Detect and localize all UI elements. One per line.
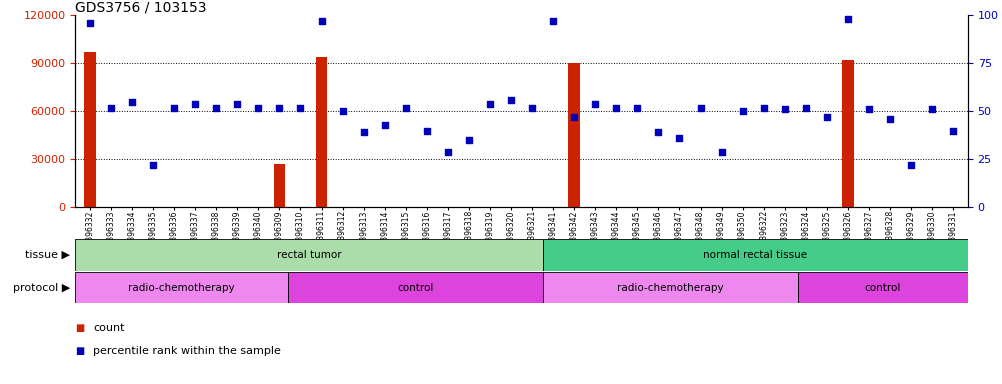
Point (208, 104, 224, 111)
Point (818, 114, 834, 120)
Point (881, 116, 897, 122)
Point (797, 104, 813, 111)
Point (250, 104, 267, 111)
Point (124, 99, 140, 105)
Point (145, 162, 161, 168)
Bar (842, 60, 853, 207)
Text: radio-chemotherapy: radio-chemotherapy (616, 283, 722, 293)
Point (229, 101, 245, 107)
Point (544, 18, 560, 24)
Text: protocol ▶: protocol ▶ (13, 283, 70, 293)
Point (335, 108, 351, 114)
Point (398, 104, 414, 111)
Point (649, 129, 665, 136)
Text: control: control (864, 283, 900, 293)
Point (670, 135, 686, 141)
Point (166, 104, 182, 111)
Bar (797, 272, 967, 303)
Point (293, 104, 309, 111)
Point (860, 106, 876, 113)
Point (565, 114, 581, 120)
Text: ■: ■ (75, 346, 84, 356)
Bar (288, 272, 542, 303)
Point (776, 106, 792, 113)
Point (461, 137, 477, 143)
Text: GDS3756 / 103153: GDS3756 / 103153 (75, 0, 206, 14)
Bar (542, 272, 797, 303)
Point (356, 129, 372, 136)
Point (755, 104, 771, 111)
Point (628, 104, 644, 111)
Bar (542, 239, 967, 271)
Point (712, 149, 728, 155)
Bar (274, 164, 285, 207)
Point (377, 122, 393, 128)
Bar (568, 63, 579, 207)
Bar (75, 239, 542, 271)
Text: radio-chemotherapy: radio-chemotherapy (128, 283, 234, 293)
Bar (316, 57, 327, 207)
Point (482, 101, 498, 107)
Point (923, 106, 939, 113)
Point (314, 18, 330, 24)
Point (691, 104, 707, 111)
Point (103, 104, 119, 111)
Point (272, 104, 288, 111)
Text: normal rectal tissue: normal rectal tissue (702, 250, 807, 260)
Point (440, 149, 456, 155)
Point (944, 127, 960, 134)
Point (82, 20, 98, 26)
Point (733, 108, 749, 114)
Text: tissue ▶: tissue ▶ (25, 250, 70, 260)
Text: ■: ■ (75, 323, 84, 333)
Text: count: count (93, 323, 124, 333)
Point (187, 101, 203, 107)
Bar (75, 272, 288, 303)
Point (607, 104, 623, 111)
Text: percentile rank within the sample: percentile rank within the sample (93, 346, 281, 356)
Point (523, 104, 539, 111)
Point (839, 16, 855, 22)
Text: rectal tumor: rectal tumor (277, 250, 341, 260)
Point (902, 162, 918, 168)
Text: control: control (397, 283, 433, 293)
Point (419, 127, 435, 134)
Point (586, 101, 602, 107)
Bar (84, 52, 95, 207)
Point (503, 97, 519, 103)
